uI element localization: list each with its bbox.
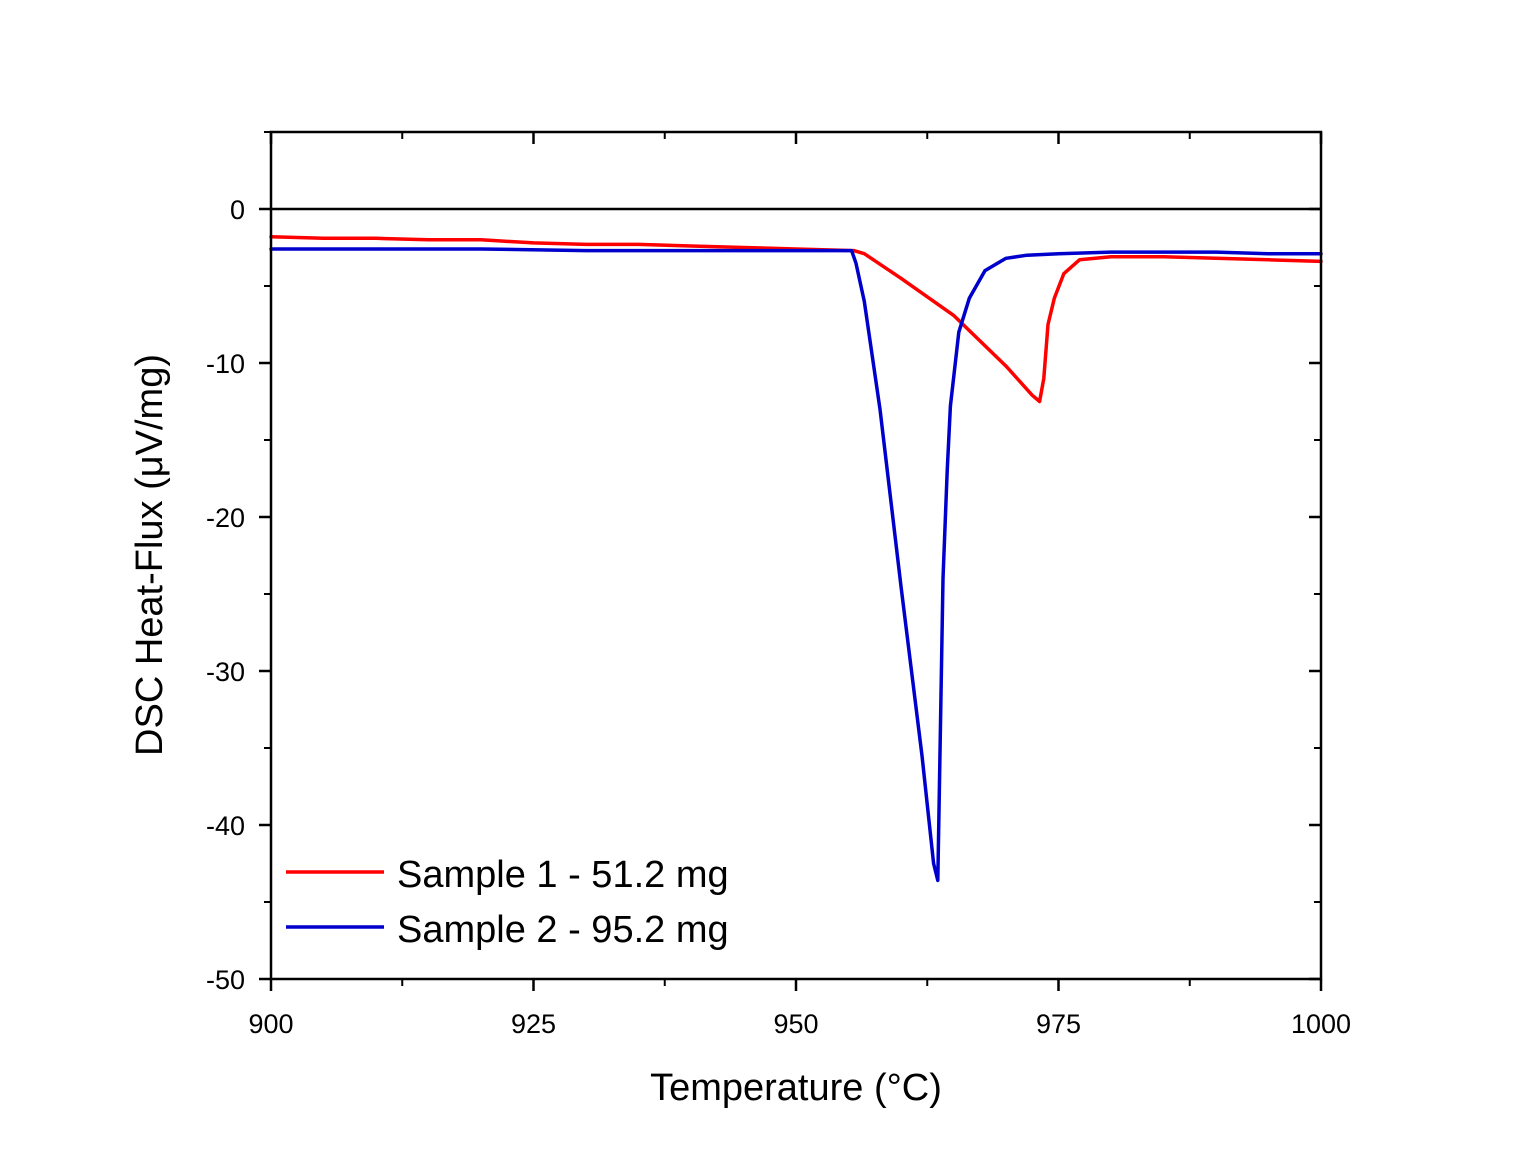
x-tick-label: 925 <box>511 1009 556 1039</box>
plot-frame <box>269 130 1323 981</box>
series-line-sample-1 <box>269 234 1323 404</box>
y-tick-label: -30 <box>206 657 245 687</box>
y-tick-label: 0 <box>230 195 245 225</box>
x-tick-label: 900 <box>248 1009 293 1039</box>
series-line-sample-2 <box>269 247 1323 883</box>
y-tick-label: -50 <box>206 965 245 995</box>
y-tick-label: -40 <box>206 811 245 841</box>
x-tick-label: 950 <box>773 1009 818 1039</box>
legend-label-sample-1: Sample 1 - 51.2 mg <box>397 854 729 896</box>
series-layer <box>269 234 1323 883</box>
y-axis-title: DSC Heat-Flux (μV/mg) <box>129 354 171 756</box>
x-tick-label: 1000 <box>1291 1009 1351 1039</box>
legend-label-sample-2: Sample 2 - 95.2 mg <box>397 909 729 951</box>
legend: Sample 1 - 51.2 mg Sample 2 - 95.2 mg <box>286 854 729 951</box>
y-tick-label: -10 <box>206 349 245 379</box>
tick-labels: 900 925 950 975 1000 0 -10 -20 -30 -40 -50 <box>206 195 1351 1039</box>
y-tick-label: -20 <box>206 503 245 533</box>
x-tick-label: 975 <box>1036 1009 1081 1039</box>
x-axis-title: Temperature (°C) <box>650 1067 942 1109</box>
